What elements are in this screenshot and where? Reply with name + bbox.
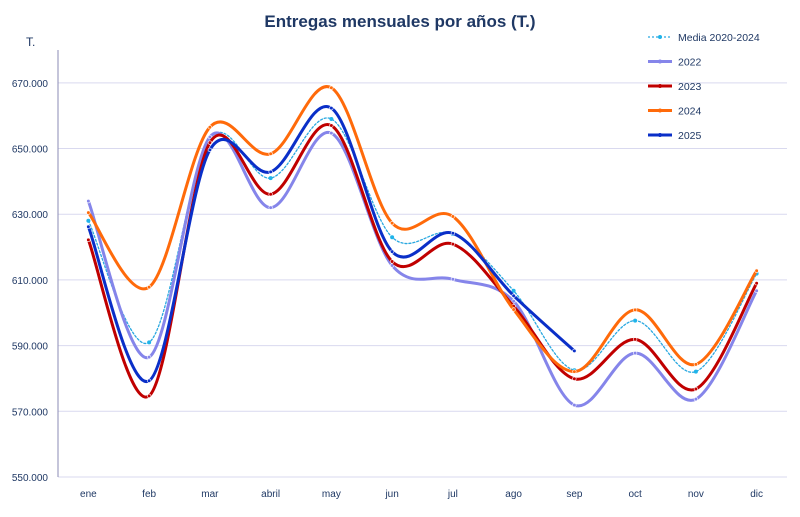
data-point: [86, 237, 91, 242]
data-point: [207, 147, 212, 152]
data-point: [572, 348, 577, 353]
x-tick-label: ago: [505, 489, 522, 500]
data-point: [329, 85, 334, 90]
x-tick-label: jul: [447, 489, 458, 500]
x-tick-label: abril: [261, 489, 280, 500]
data-point: [268, 176, 273, 181]
data-point: [572, 402, 577, 408]
legend-marker: [658, 133, 662, 137]
data-point: [693, 386, 698, 392]
legend-label: Media 2020-2024: [678, 32, 760, 44]
y-axis-label: T.: [26, 35, 35, 49]
data-point: [450, 231, 455, 236]
data-point: [511, 299, 516, 304]
data-point: [693, 397, 698, 402]
y-tick-label: 630.000: [12, 210, 49, 221]
data-point: [329, 116, 334, 121]
data-point: [633, 318, 638, 323]
data-point: [86, 218, 91, 223]
data-point: [390, 259, 395, 264]
y-tick-label: 610.000: [12, 276, 49, 287]
data-point: [329, 106, 334, 111]
data-point: [633, 307, 638, 312]
data-point: [511, 307, 516, 312]
data-point: [147, 378, 152, 383]
legend-marker: [658, 108, 662, 113]
data-point: [86, 198, 91, 204]
chart-title: Entregas mensuales por años (T.): [264, 12, 535, 31]
data-point: [268, 205, 273, 210]
data-point: [147, 285, 152, 290]
series-line-2025: [86, 105, 576, 383]
y-tick-label: 590.000: [12, 342, 49, 353]
data-point: [450, 242, 455, 247]
data-point: [207, 134, 212, 140]
data-point: [329, 123, 334, 128]
data-point: [268, 192, 273, 197]
data-point: [390, 220, 395, 226]
data-point: [268, 151, 273, 156]
y-tick-label: 650.000: [12, 145, 49, 156]
x-tick-label: oct: [628, 489, 642, 500]
data-point: [390, 263, 395, 268]
data-point: [754, 281, 759, 286]
legend-marker: [658, 59, 662, 64]
legend-label: 2025: [678, 130, 702, 142]
data-point: [693, 369, 698, 374]
data-point: [147, 393, 152, 398]
data-point: [86, 224, 91, 229]
legend-label: 2024: [678, 106, 702, 118]
data-point: [754, 288, 759, 293]
series-line-media-2020-2024: [87, 117, 758, 373]
y-tick-label: 670.000: [12, 79, 49, 90]
series-line-2023: [86, 123, 759, 399]
legend-marker: [658, 84, 662, 88]
data-point: [572, 376, 577, 381]
data-point: [450, 277, 455, 282]
legend-label: 2022: [678, 57, 702, 69]
data-point: [86, 210, 91, 215]
data-point: [390, 249, 395, 254]
legend-label: 2023: [678, 81, 702, 93]
x-tick-label: mar: [201, 489, 219, 500]
data-point: [268, 169, 273, 174]
data-point: [633, 351, 638, 356]
x-tick-label: jun: [384, 489, 398, 500]
data-point: [207, 140, 212, 145]
y-tick-label: 550.000: [12, 473, 49, 484]
data-point: [754, 268, 759, 273]
y-tick-label: 570.000: [12, 407, 49, 418]
data-point: [693, 362, 698, 367]
data-point: [390, 235, 395, 240]
series-line-2022: [86, 131, 759, 408]
data-point: [450, 214, 455, 219]
x-tick-label: sep: [566, 489, 583, 500]
x-tick-label: may: [322, 489, 341, 500]
x-tick-label: nov: [688, 489, 704, 500]
data-point: [633, 337, 638, 342]
x-tick-label: ene: [80, 489, 97, 500]
data-point: [147, 355, 152, 360]
x-tick-label: dic: [750, 489, 763, 500]
data-point: [329, 131, 334, 136]
data-point: [147, 340, 152, 345]
data-point: [511, 293, 516, 298]
data-point: [207, 125, 212, 130]
data-point: [572, 369, 577, 374]
legend-marker: [658, 35, 662, 39]
x-tick-label: feb: [142, 489, 156, 500]
data-point: [511, 288, 516, 293]
